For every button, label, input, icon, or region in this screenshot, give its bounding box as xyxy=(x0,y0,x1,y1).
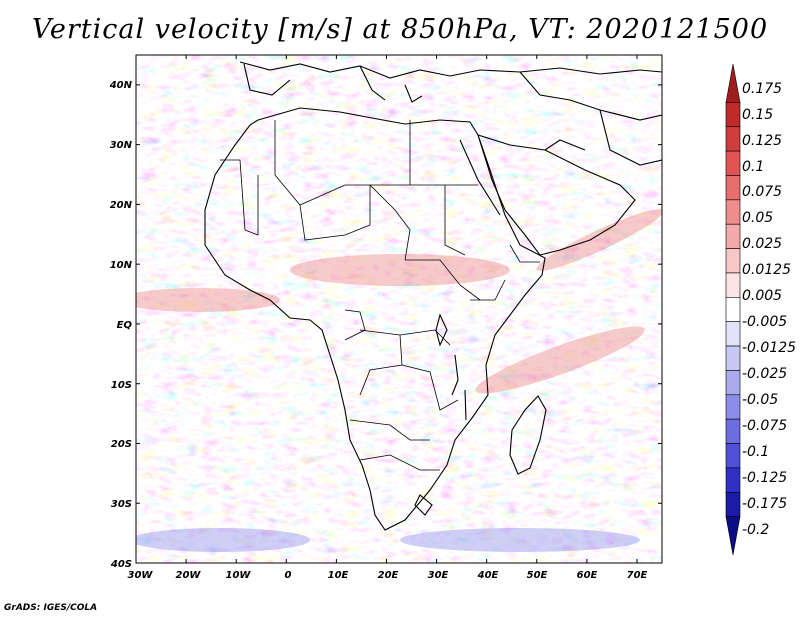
lat-label: EQ xyxy=(117,320,133,331)
lon-label: 20E xyxy=(378,570,399,581)
lat-label: 20S xyxy=(111,439,132,450)
colorbar-label: -0.0125 xyxy=(742,340,796,356)
colorbar-label: -0.005 xyxy=(742,314,787,330)
lat-label: 10N xyxy=(110,260,133,271)
colorbar-label: 0.0125 xyxy=(742,262,791,278)
colorbar-swatch xyxy=(725,370,741,396)
latitude-labels: 40N 30N 20N 10N EQ 10S 20S 30S 40S xyxy=(109,80,133,570)
colorbar-swatch xyxy=(725,150,741,176)
lon-label: 30W xyxy=(128,570,154,581)
colorbar-label: -0.05 xyxy=(742,392,778,408)
colorbar-swatch xyxy=(725,297,741,322)
colorbar-swatch xyxy=(725,175,741,201)
colorbar-label: 0.005 xyxy=(742,288,782,304)
lat-label: 30S xyxy=(111,499,132,510)
colorbar-swatch xyxy=(725,467,741,493)
credit-footer: GrADS: IGES/COLA xyxy=(4,603,98,613)
colorbar-swatch xyxy=(725,491,741,517)
lon-label: 50E xyxy=(527,570,548,581)
colorbar-swatch xyxy=(725,199,741,225)
lat-label: 40S xyxy=(110,559,132,570)
lon-label: 10W xyxy=(226,570,252,581)
lon-label: 0 xyxy=(285,570,292,581)
colorbar-label: -0.1 xyxy=(742,444,769,460)
lat-label: 20N xyxy=(110,200,133,211)
colorbar-label: -0.025 xyxy=(742,366,787,382)
longitude-labels: 30W 20W 10W 0 10E 20E 30E 40E 50E 60E 70… xyxy=(128,570,648,581)
colorbar-label: 0.05 xyxy=(742,210,773,226)
lat-label: 10S xyxy=(111,380,132,391)
chart-title: Vertical velocity [m/s] at 850hPa, VT: 2… xyxy=(31,14,769,45)
lat-label: 40N xyxy=(109,80,133,91)
colorbar-label: 0.1 xyxy=(742,159,764,175)
colorbar-label: -0.175 xyxy=(742,496,787,512)
colorbar-swatch xyxy=(725,126,741,152)
velocity-field xyxy=(136,55,662,563)
colorbar-labels: 0.175 0.15 0.125 0.1 0.075 0.05 0.025 0.… xyxy=(742,81,796,538)
lon-label: 30E xyxy=(428,570,449,581)
colorbar-label: -0.125 xyxy=(742,470,787,486)
colorbar-swatch xyxy=(725,345,741,371)
coastlines xyxy=(204,61,662,531)
colorbar-swatch xyxy=(725,272,741,298)
colorbar-swatch xyxy=(725,443,741,469)
lon-label: 60E xyxy=(577,570,598,581)
colorbar-label: 0.025 xyxy=(742,236,782,252)
colorbar-swatch xyxy=(725,223,741,249)
colorbar-label: 0.075 xyxy=(742,184,782,200)
lon-label: 10E xyxy=(328,570,349,581)
colorbar-label: -0.075 xyxy=(742,418,787,434)
colorbar xyxy=(725,63,741,556)
colorbar-label: 0.125 xyxy=(742,133,782,149)
colorbar-swatch xyxy=(725,63,741,103)
colorbar-swatch xyxy=(725,394,741,420)
colorbar-swatch xyxy=(725,321,741,347)
colorbar-swatch xyxy=(725,516,741,556)
lat-label: 30N xyxy=(110,140,133,151)
lon-label: 20W xyxy=(176,570,202,581)
colorbar-swatch xyxy=(725,418,741,444)
lon-label: 40E xyxy=(477,570,499,581)
tick-marks xyxy=(135,55,662,564)
colorbar-label: 0.15 xyxy=(742,107,773,123)
colorbar-label: -0.2 xyxy=(742,522,769,538)
colorbar-label: 0.175 xyxy=(742,81,782,97)
lon-label: 70E xyxy=(627,570,648,581)
map-frame xyxy=(135,54,663,564)
colorbar-swatch xyxy=(725,102,741,128)
colorbar-swatch xyxy=(725,248,741,274)
